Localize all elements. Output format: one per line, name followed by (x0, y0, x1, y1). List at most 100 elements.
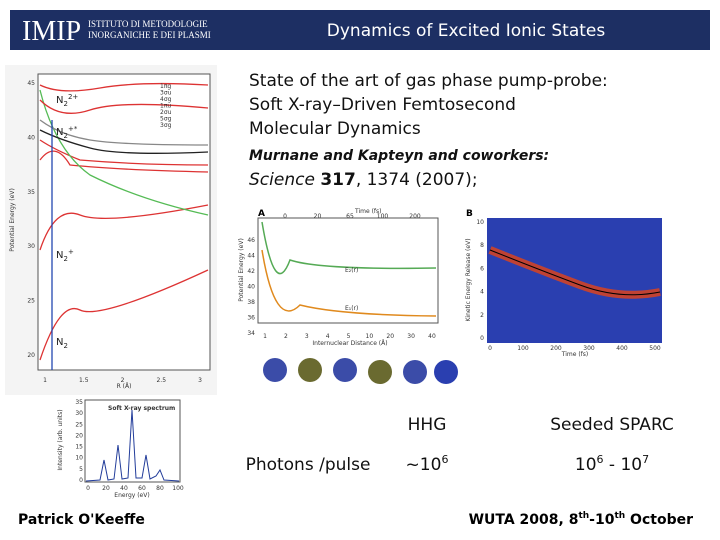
tick-label: 5 (347, 333, 351, 340)
state-sup: + (68, 248, 74, 256)
state-sub: 2 (63, 132, 67, 140)
legend-entry: 1πu (160, 103, 171, 110)
state-sup: +* (68, 125, 78, 133)
intro-line: State of the art of gas phase pump-probe… (249, 71, 608, 91)
x-label: R (Å) (117, 383, 132, 390)
tick-label: 15 (75, 444, 83, 451)
tick-label: 10 (366, 333, 374, 340)
tick-label: 4 (326, 333, 330, 340)
plot-frame (37, 73, 211, 371)
x-label: Energy (eV) (114, 492, 149, 499)
volume: 317 (320, 170, 356, 190)
slide-title: Dynamics of Excited Ionic States (327, 21, 606, 41)
tick-label: 200 (409, 213, 421, 220)
tick-label: 30 (75, 410, 83, 417)
tick-label: 40 (428, 333, 436, 340)
tick-label: 36 (247, 315, 255, 322)
tick-label: 4 (480, 289, 484, 296)
institute: INORGANICHE E DEI PLASMI (88, 30, 211, 40)
tick-label: 40 (27, 134, 35, 141)
institute: ISTITUTO DI METODOLOGIE (88, 19, 208, 29)
y-label: Intensity (arb. units) (57, 409, 64, 470)
event-part: October (625, 512, 693, 528)
tick-label: 20 (386, 333, 394, 340)
tick-label: 400 (616, 345, 628, 352)
column-header: HHG (408, 415, 447, 435)
tick-label: 20 (27, 352, 35, 359)
tick-label: 100 (377, 213, 389, 220)
tick-label: 20 (102, 485, 110, 492)
row-label: Photons /pulse (246, 455, 371, 475)
panel-label: A (258, 209, 265, 219)
intro-line: Molecular Dynamics (249, 119, 421, 139)
y-label: Potential Energy (eV) (238, 238, 245, 302)
tick-label: 35 (75, 399, 83, 406)
tick-label: 40 (120, 485, 128, 492)
tick-label: 0 (86, 485, 90, 492)
header-bar (10, 10, 710, 50)
tick-label: 1 (263, 333, 267, 340)
y-label: Kinetic Energy Release (eV) (465, 238, 472, 321)
time-label: Time (fs) (354, 208, 382, 215)
tick-label: 35 (27, 189, 35, 196)
tick-label: 46 (247, 237, 255, 244)
cell: ~106 (406, 453, 449, 475)
tick-label: 10 (75, 455, 83, 462)
x-label: Time (fs) (561, 351, 589, 358)
tick-label: 0 (283, 213, 287, 220)
tick-label: 30 (407, 333, 415, 340)
legend-entry: 5σg (160, 116, 172, 123)
legend-entry: 2σu (160, 109, 172, 116)
state-base: N (56, 250, 63, 261)
plot-frame (84, 399, 181, 483)
state-base: N (56, 127, 63, 138)
tick-label: 1 (43, 377, 47, 384)
state-label: N22+ (56, 93, 78, 108)
spectrum-title: Soft X-ray spectrum (108, 405, 175, 412)
cell: 106 - 107 (575, 453, 649, 475)
x-label: Internuclear Distance (Å) (312, 340, 387, 347)
curves (39, 82, 209, 370)
cell-exp: 6 (441, 453, 448, 466)
footer-author: Patrick O'Keeffe (18, 512, 145, 528)
tick-label: 2 (284, 333, 288, 340)
tick-label: 3 (305, 333, 309, 340)
tick-label: 60 (138, 485, 146, 492)
tick-label: 300 (583, 345, 595, 352)
event-part: WUTA 2008, 8 (469, 512, 579, 528)
tick-label: 0 (488, 345, 492, 352)
y-label: Potential Energy (eV) (9, 188, 16, 252)
tick-label: 500 (649, 345, 661, 352)
tick-label: 65 (346, 213, 354, 220)
tick-label: 25 (75, 421, 83, 428)
tick-label: 100 (517, 345, 529, 352)
cell-base: 10 (575, 455, 597, 475)
tick-label: 200 (550, 345, 562, 352)
potential-energy-figure: Potential Energy (eV) R (Å) 45 40 35 30 25 20… (5, 65, 217, 395)
tick-label: 100 (172, 485, 184, 492)
state-label: N2+ (56, 248, 74, 263)
tick-label: 30 (27, 243, 35, 250)
tick-label: 0 (480, 335, 484, 342)
pages: , 1374 (2007); (356, 170, 478, 190)
spectrum-figure: Soft X-ray spectrum Intensity (arb. unit… (55, 395, 185, 500)
cell-exp: 7 (642, 453, 649, 466)
state-sub: 2 (63, 255, 67, 263)
event-sup: th (578, 511, 589, 521)
tick-label: 8 (480, 242, 484, 249)
tick-label: 20 (314, 213, 322, 220)
curve-label: E₂(r) (345, 267, 358, 274)
journal: Science (249, 170, 320, 190)
tick-label: 20 (75, 432, 83, 439)
state-sub: 2 (63, 100, 67, 108)
tick-label: 45 (27, 80, 35, 87)
tick-label: 5 (79, 466, 83, 473)
column-header: Seeded SPARC (550, 415, 674, 435)
tick-label: 38 (247, 299, 255, 306)
cell-exp: 6 (597, 453, 604, 466)
event-sup: th (614, 511, 625, 521)
citation: Science 317, 1374 (2007); (249, 170, 478, 190)
curve-label: E₁(r) (345, 305, 358, 312)
spectrum-line (85, 409, 180, 482)
